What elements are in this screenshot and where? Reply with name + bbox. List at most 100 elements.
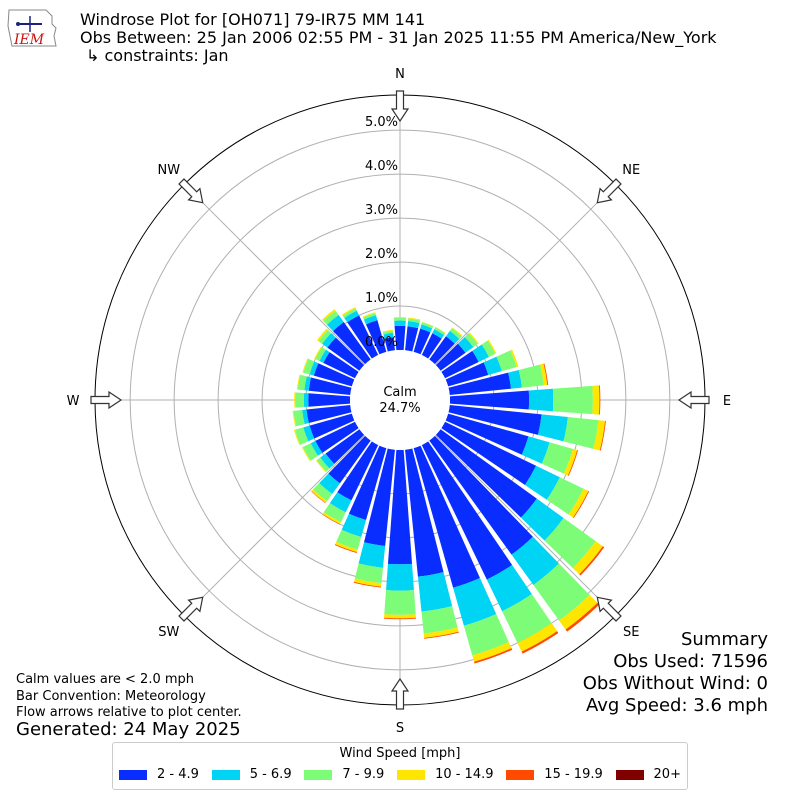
windrose-bar <box>408 318 421 323</box>
windrose-bar <box>423 627 459 638</box>
windrose-bar <box>572 541 603 575</box>
windrose-bar <box>354 563 383 584</box>
windrose-bar <box>544 517 596 569</box>
windrose-bars <box>292 307 606 664</box>
legend-swatch <box>304 769 333 780</box>
windrose-bar <box>449 328 462 339</box>
windrose-bar <box>449 390 530 410</box>
windrose-bar <box>294 427 309 445</box>
windrose-bar <box>311 489 328 503</box>
direction-arrow-icon <box>390 90 410 123</box>
windrose-bar <box>445 362 489 387</box>
direction-arrow-icon <box>677 390 710 410</box>
windrose-bar <box>384 590 416 615</box>
legend-item: 5 - 6.9 <box>211 767 292 782</box>
windrose-bar <box>310 440 323 456</box>
windrose-bar <box>308 377 352 395</box>
summary-title: Summary <box>681 629 768 650</box>
grid-spoke <box>435 435 617 617</box>
windrose-bar <box>486 564 532 612</box>
windrose-bar <box>457 336 474 353</box>
windrose-bar <box>296 374 301 390</box>
windrose-bar <box>293 429 301 446</box>
windrose-bar <box>533 563 590 621</box>
windrose-bar <box>362 312 376 318</box>
legend-label: 2 - 4.9 <box>157 767 199 782</box>
compass-label: S <box>396 721 404 736</box>
generated-date: Generated: 24 May 2025 <box>16 719 241 740</box>
windrose-bar <box>386 563 414 591</box>
windrose-bar <box>321 309 336 321</box>
legend-swatch <box>506 769 535 780</box>
windrose-bar <box>315 421 359 453</box>
legend-swatch <box>119 769 147 780</box>
windrose-bar <box>441 350 479 379</box>
summary-obs-without-wind: Obs Without Wind: 0 <box>582 673 768 694</box>
windrose-bar <box>592 385 600 415</box>
windrose-bar <box>341 307 356 316</box>
windrose-bar <box>309 361 319 376</box>
compass-label: N <box>395 67 405 82</box>
windrose-bar <box>329 492 352 513</box>
direction-arrow-icon <box>178 596 204 622</box>
windrose-bar <box>323 503 346 523</box>
compass-label: SE <box>623 625 639 640</box>
windrose-bar <box>319 473 340 495</box>
windrose-bar <box>295 392 305 408</box>
radial-tick-label: 3.0% <box>365 203 398 218</box>
windrose-bar <box>327 337 365 371</box>
windrose-bar <box>521 631 559 654</box>
windrose-bar <box>559 595 598 630</box>
legend-item: 2 - 4.9 <box>119 767 199 782</box>
calm-disc <box>350 350 450 450</box>
windrose-bar <box>323 310 339 325</box>
windrose-bar <box>421 333 442 359</box>
windrose-bar <box>468 332 479 345</box>
windrose-bar <box>567 450 578 476</box>
windrose-bar <box>598 385 601 415</box>
windrose-bar <box>313 483 333 502</box>
windrose-bar <box>552 385 593 415</box>
windrose-bar <box>384 337 395 352</box>
compass-label: SW <box>158 625 179 640</box>
windrose-bar <box>405 326 419 352</box>
windrose-bar <box>303 358 315 375</box>
windrose-bar <box>353 578 382 587</box>
windrose-bar <box>463 614 509 656</box>
legend-label: 10 - 14.9 <box>435 767 494 782</box>
windrose-bar <box>302 409 309 425</box>
windrose-bar <box>341 513 367 537</box>
windrose-bar <box>394 325 406 351</box>
windrose-bar <box>292 410 297 427</box>
windrose-bar <box>481 340 496 357</box>
windrose-bar <box>572 491 590 519</box>
windrose-bar <box>407 320 420 329</box>
windrose-bar <box>421 441 513 580</box>
windrose-bar <box>537 414 568 442</box>
windrose-bar <box>387 449 413 565</box>
windrose-bar <box>543 363 549 386</box>
windrose-bar <box>421 321 434 327</box>
windrose-bar <box>502 594 552 643</box>
windrose-bar <box>383 332 394 339</box>
windrose-bar <box>323 352 359 379</box>
windrose-bar <box>325 429 365 464</box>
windrose-bar <box>320 453 335 469</box>
windrose-bar <box>293 409 305 427</box>
summary-avg-speed: Avg Speed: 3.6 mph <box>586 695 768 716</box>
windrose-bar <box>521 436 550 464</box>
windrose-bar <box>322 512 341 525</box>
legend-items: 2 - 4.9 5 - 6.9 7 - 9.9 10 - 14.9 15 - 19.9 2… <box>119 767 681 782</box>
calm-label: Calm <box>383 385 416 400</box>
iem-logo: IEM <box>7 9 57 48</box>
windrose-bar <box>322 514 340 525</box>
windrose-bar <box>434 327 446 336</box>
legend-item: 7 - 9.9 <box>304 767 384 782</box>
windrose-bar <box>405 448 444 577</box>
windrose-bar <box>432 329 445 339</box>
legend-label: 15 - 19.9 <box>544 767 603 782</box>
windrose-bar <box>393 317 407 319</box>
windrose-bar <box>579 546 605 576</box>
windrose-bar <box>335 541 358 553</box>
